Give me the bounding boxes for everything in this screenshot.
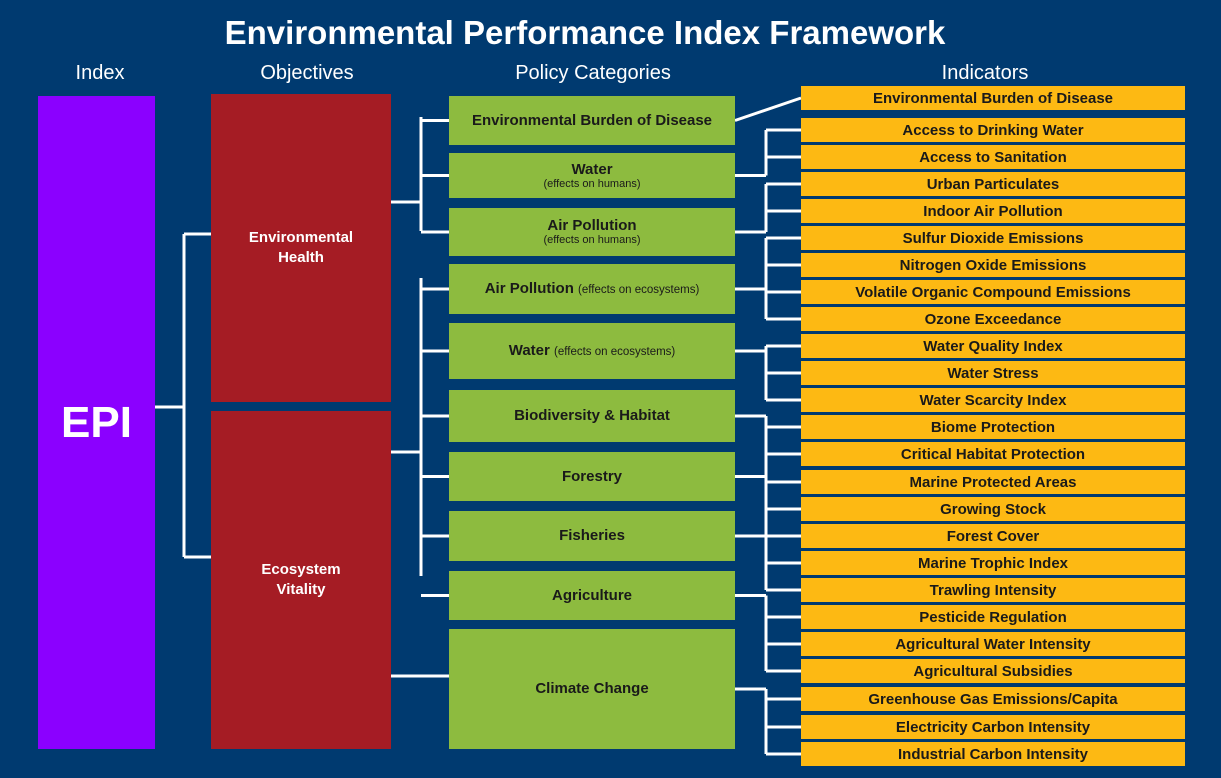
objective-environmental-health: Environmental Health xyxy=(211,94,391,402)
category-label: Fisheries xyxy=(559,527,625,545)
indicator-biome-protection: Biome Protection xyxy=(801,415,1185,439)
index-epi: EPI xyxy=(38,96,155,749)
category-label: Biodiversity & Habitat xyxy=(514,407,670,425)
category-label: Forestry xyxy=(561,467,623,485)
indicator-indoor-air-pollution: Indoor Air Pollution xyxy=(801,199,1185,223)
header-indicators: Indicators xyxy=(941,62,1029,84)
category-label: Air Pollution xyxy=(547,217,637,235)
indicator-nitrogen-oxide-emissions: Nitrogen Oxide Emissions xyxy=(801,253,1185,277)
category-air-pollution-ecosystems: Air Pollution (effects on ecosystems) xyxy=(449,264,735,314)
category-fisheries: Fisheries xyxy=(449,511,735,561)
category-label: Agriculture xyxy=(551,586,632,604)
indicator-urban-particulates: Urban Particulates xyxy=(801,172,1185,196)
indicator-critical-habitat-protection: Critical Habitat Protection xyxy=(801,442,1185,466)
category-label: Air Pollution (effects on ecosystems) xyxy=(484,280,700,298)
indicator-growing-stock: Growing Stock xyxy=(801,497,1185,521)
indicator-marine-protected-areas: Marine Protected Areas xyxy=(801,470,1185,494)
indicator-access-to-drinking-water: Access to Drinking Water xyxy=(801,118,1185,142)
header-policy-categories: Policy Categories xyxy=(515,62,671,84)
indicator-access-to-sanitation: Access to Sanitation xyxy=(801,145,1185,169)
indicator-water-quality-index: Water Quality Index xyxy=(801,334,1185,358)
category-climate-change: Climate Change xyxy=(449,629,735,749)
category-label: Climate Change xyxy=(535,680,649,698)
category-water-humans: Water (effects on humans) xyxy=(449,153,735,198)
indicator-sulfur-dioxide-emissions: Sulfur Dioxide Emissions xyxy=(801,226,1185,250)
category-water-ecosystems: Water (effects on ecosystems) xyxy=(449,323,735,379)
indicator-electricity-carbon-intensity: Electricity Carbon Intensity xyxy=(801,715,1185,739)
category-agriculture: Agriculture xyxy=(449,571,735,620)
indicator-agricultural-subsidies: Agricultural Subsidies xyxy=(801,659,1185,683)
indicator-ozone-exceedance: Ozone Exceedance xyxy=(801,307,1185,331)
indicator-volatile-organic-compound-emissions: Volatile Organic Compound Emissions xyxy=(801,280,1185,304)
indicator-pesticide-regulation: Pesticide Regulation xyxy=(801,605,1185,629)
category-environmental-burden-of-disease: Environmental Burden of Disease xyxy=(449,96,735,145)
category-air-pollution-humans: Air Pollution (effects on humans) xyxy=(449,208,735,256)
indicator-industrial-carbon-intensity: Industrial Carbon Intensity xyxy=(801,742,1185,766)
indicator-water-stress: Water Stress xyxy=(801,361,1185,385)
page-title: Environmental Performance Index Framewor… xyxy=(224,14,946,51)
indicator-marine-trophic-index: Marine Trophic Index xyxy=(801,551,1185,575)
indicator-water-scarcity-index: Water Scarcity Index xyxy=(801,388,1185,412)
category-forestry: Forestry xyxy=(449,452,735,501)
header-objectives: Objectives xyxy=(260,62,354,84)
indicator-greenhouse-gas-emissions-capita: Greenhouse Gas Emissions/Capita xyxy=(801,687,1185,711)
category-subtitle: (effects on humans) xyxy=(543,177,641,190)
indicator-agricultural-water-intensity: Agricultural Water Intensity xyxy=(801,632,1185,656)
category-label: Water (effects on ecosystems) xyxy=(508,342,676,360)
header-index: Index xyxy=(75,62,125,84)
category-label: Water xyxy=(571,160,613,178)
indicator-trawling-intensity: Trawling Intensity xyxy=(801,578,1185,602)
indicator-forest-cover: Forest Cover xyxy=(801,524,1185,548)
category-label: Environmental Burden of Disease xyxy=(471,111,713,129)
category-subtitle: (effects on humans) xyxy=(543,234,641,247)
indicator-environmental-burden-of-disease: Environmental Burden of Disease xyxy=(801,86,1185,110)
category-inline-note: (effects on ecosystems) xyxy=(578,284,700,297)
category-inline-note: (effects on ecosystems) xyxy=(554,346,676,359)
category-biodiversity-habitat: Biodiversity & Habitat xyxy=(449,390,735,442)
objective-ecosystem-vitality: Ecosystem Vitality xyxy=(211,411,391,749)
